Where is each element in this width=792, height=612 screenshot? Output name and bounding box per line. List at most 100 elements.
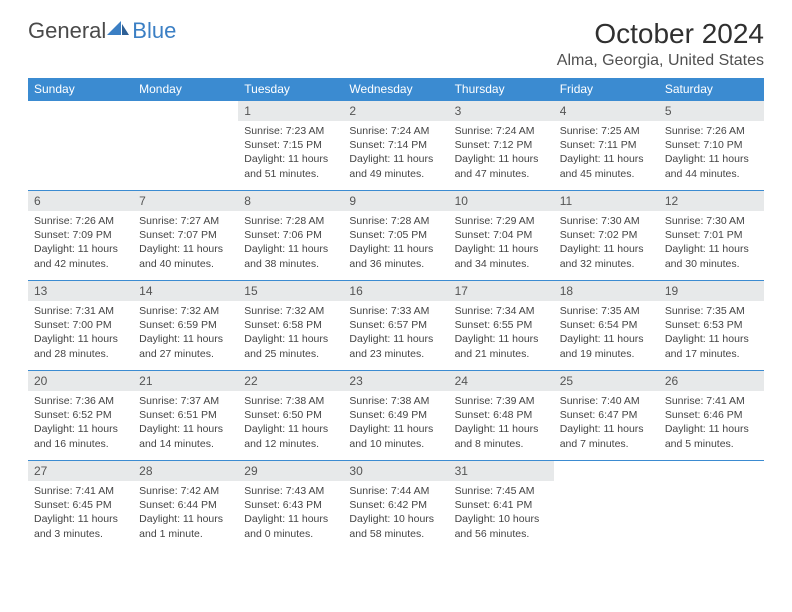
calendar-day-cell: 18Sunrise: 7:35 AMSunset: 6:54 PMDayligh… — [554, 281, 659, 371]
calendar-day-cell: 13Sunrise: 7:31 AMSunset: 7:00 PMDayligh… — [28, 281, 133, 371]
day-content: Sunrise: 7:35 AMSunset: 6:53 PMDaylight:… — [659, 301, 764, 364]
daylight-text: Daylight: 11 hours and 12 minutes. — [244, 422, 337, 450]
sunrise-text: Sunrise: 7:42 AM — [139, 484, 232, 498]
sunset-text: Sunset: 7:00 PM — [34, 318, 127, 332]
sunrise-text: Sunrise: 7:45 AM — [455, 484, 548, 498]
sunrise-text: Sunrise: 7:31 AM — [34, 304, 127, 318]
title-block: October 2024 Alma, Georgia, United State… — [557, 18, 764, 70]
sunrise-text: Sunrise: 7:33 AM — [349, 304, 442, 318]
daylight-text: Daylight: 11 hours and 44 minutes. — [665, 152, 758, 180]
header: General Blue October 2024 Alma, Georgia,… — [28, 18, 764, 70]
day-content: Sunrise: 7:41 AMSunset: 6:46 PMDaylight:… — [659, 391, 764, 454]
calendar-day-cell: 17Sunrise: 7:34 AMSunset: 6:55 PMDayligh… — [449, 281, 554, 371]
day-content: Sunrise: 7:28 AMSunset: 7:05 PMDaylight:… — [343, 211, 448, 274]
sunset-text: Sunset: 6:53 PM — [665, 318, 758, 332]
sunset-text: Sunset: 6:49 PM — [349, 408, 442, 422]
day-content: Sunrise: 7:26 AMSunset: 7:09 PMDaylight:… — [28, 211, 133, 274]
sunset-text: Sunset: 6:41 PM — [455, 498, 548, 512]
sunset-text: Sunset: 6:48 PM — [455, 408, 548, 422]
calendar-day-cell — [554, 461, 659, 551]
sunrise-text: Sunrise: 7:36 AM — [34, 394, 127, 408]
day-content: Sunrise: 7:32 AMSunset: 6:58 PMDaylight:… — [238, 301, 343, 364]
daylight-text: Daylight: 11 hours and 25 minutes. — [244, 332, 337, 360]
daylight-text: Daylight: 11 hours and 3 minutes. — [34, 512, 127, 540]
calendar-day-cell: 30Sunrise: 7:44 AMSunset: 6:42 PMDayligh… — [343, 461, 448, 551]
day-content: Sunrise: 7:26 AMSunset: 7:10 PMDaylight:… — [659, 121, 764, 184]
day-number: 4 — [554, 101, 659, 121]
daylight-text: Daylight: 10 hours and 56 minutes. — [455, 512, 548, 540]
day-number: 16 — [343, 281, 448, 301]
calendar-day-cell: 21Sunrise: 7:37 AMSunset: 6:51 PMDayligh… — [133, 371, 238, 461]
day-content: Sunrise: 7:44 AMSunset: 6:42 PMDaylight:… — [343, 481, 448, 544]
day-content: Sunrise: 7:34 AMSunset: 6:55 PMDaylight:… — [449, 301, 554, 364]
weekday-header: Friday — [554, 78, 659, 101]
daylight-text: Daylight: 11 hours and 14 minutes. — [139, 422, 232, 450]
day-number: 28 — [133, 461, 238, 481]
daylight-text: Daylight: 11 hours and 34 minutes. — [455, 242, 548, 270]
logo-text-general: General — [28, 18, 106, 44]
logo-sail-icon — [107, 21, 129, 35]
calendar-day-cell — [659, 461, 764, 551]
sunset-text: Sunset: 7:07 PM — [139, 228, 232, 242]
sunset-text: Sunset: 7:06 PM — [244, 228, 337, 242]
daylight-text: Daylight: 11 hours and 42 minutes. — [34, 242, 127, 270]
sunrise-text: Sunrise: 7:43 AM — [244, 484, 337, 498]
day-number: 15 — [238, 281, 343, 301]
sunset-text: Sunset: 6:55 PM — [455, 318, 548, 332]
day-number: 13 — [28, 281, 133, 301]
sunrise-text: Sunrise: 7:30 AM — [560, 214, 653, 228]
day-number: 7 — [133, 191, 238, 211]
sunrise-text: Sunrise: 7:35 AM — [665, 304, 758, 318]
calendar-day-cell: 5Sunrise: 7:26 AMSunset: 7:10 PMDaylight… — [659, 101, 764, 191]
daylight-text: Daylight: 11 hours and 21 minutes. — [455, 332, 548, 360]
calendar-body: 1Sunrise: 7:23 AMSunset: 7:15 PMDaylight… — [28, 101, 764, 551]
daylight-text: Daylight: 10 hours and 58 minutes. — [349, 512, 442, 540]
calendar-week-row: 13 Sunrise: 7:31 AMSunset: 7:00 PM Dayligh… — [28, 281, 764, 371]
sunrise-text: Sunrise: 7:28 AM — [244, 214, 337, 228]
day-number: 27 — [28, 461, 133, 481]
daylight-text: Daylight: 11 hours and 19 minutes. — [560, 332, 653, 360]
day-number: 12 — [659, 191, 764, 211]
sunrise-text: Sunrise: 7:40 AM — [560, 394, 653, 408]
sunrise-text: Sunrise: 7:38 AM — [349, 394, 442, 408]
calendar-day-cell: 1Sunrise: 7:23 AMSunset: 7:15 PMDaylight… — [238, 101, 343, 191]
sunrise-text: Sunrise: 7:24 AM — [349, 124, 442, 138]
weekday-header: Thursday — [449, 78, 554, 101]
sunset-text: Sunset: 6:46 PM — [665, 408, 758, 422]
calendar-day-cell: 22Sunrise: 7:38 AMSunset: 6:50 PMDayligh… — [238, 371, 343, 461]
day-number: 5 — [659, 101, 764, 121]
sunset-text: Sunset: 7:11 PM — [560, 138, 653, 152]
calendar-week-row: 1Sunrise: 7:23 AMSunset: 7:15 PMDaylight… — [28, 101, 764, 191]
calendar-day-cell: 14Sunrise: 7:32 AMSunset: 6:59 PMDayligh… — [133, 281, 238, 371]
sunrise-text: Sunrise: 7:23 AM — [244, 124, 337, 138]
sunrise-text: Sunrise: 7:41 AM — [34, 484, 127, 498]
sunset-text: Sunset: 6:52 PM — [34, 408, 127, 422]
calendar-day-cell: 24Sunrise: 7:39 AMSunset: 6:48 PMDayligh… — [449, 371, 554, 461]
sunrise-text: Sunrise: 7:26 AM — [665, 124, 758, 138]
day-number: 2 — [343, 101, 448, 121]
sunrise-text: Sunrise: 7:32 AM — [244, 304, 337, 318]
sunrise-text: Sunrise: 7:41 AM — [665, 394, 758, 408]
sunrise-text: Sunrise: 7:29 AM — [455, 214, 548, 228]
calendar-day-cell: 20Sunrise: 7:36 AMSunset: 6:52 PMDayligh… — [28, 371, 133, 461]
sunset-text: Sunset: 7:04 PM — [455, 228, 548, 242]
day-number: 19 — [659, 281, 764, 301]
month-title: October 2024 — [557, 18, 764, 50]
day-number: 3 — [449, 101, 554, 121]
day-content: Sunrise: 7:43 AMSunset: 6:43 PMDaylight:… — [238, 481, 343, 544]
sunset-text: Sunset: 6:59 PM — [139, 318, 232, 332]
calendar-day-cell: 10Sunrise: 7:29 AMSunset: 7:04 PMDayligh… — [449, 191, 554, 281]
day-number: 11 — [554, 191, 659, 211]
day-number: 18 — [554, 281, 659, 301]
day-content: Sunrise: 7:27 AMSunset: 7:07 PMDaylight:… — [133, 211, 238, 274]
daylight-text: Daylight: 11 hours and 23 minutes. — [349, 332, 442, 360]
calendar-day-cell: 8Sunrise: 7:28 AMSunset: 7:06 PMDaylight… — [238, 191, 343, 281]
calendar-day-cell: 7Sunrise: 7:27 AMSunset: 7:07 PMDaylight… — [133, 191, 238, 281]
day-number: 25 — [554, 371, 659, 391]
day-number: 17 — [449, 281, 554, 301]
sunrise-text: Sunrise: 7:35 AM — [560, 304, 653, 318]
sunrise-text: Sunrise: 7:38 AM — [244, 394, 337, 408]
calendar-day-cell: 16Sunrise: 7:33 AMSunset: 6:57 PMDayligh… — [343, 281, 448, 371]
sunrise-text: Sunrise: 7:27 AM — [139, 214, 232, 228]
sunset-text: Sunset: 7:05 PM — [349, 228, 442, 242]
